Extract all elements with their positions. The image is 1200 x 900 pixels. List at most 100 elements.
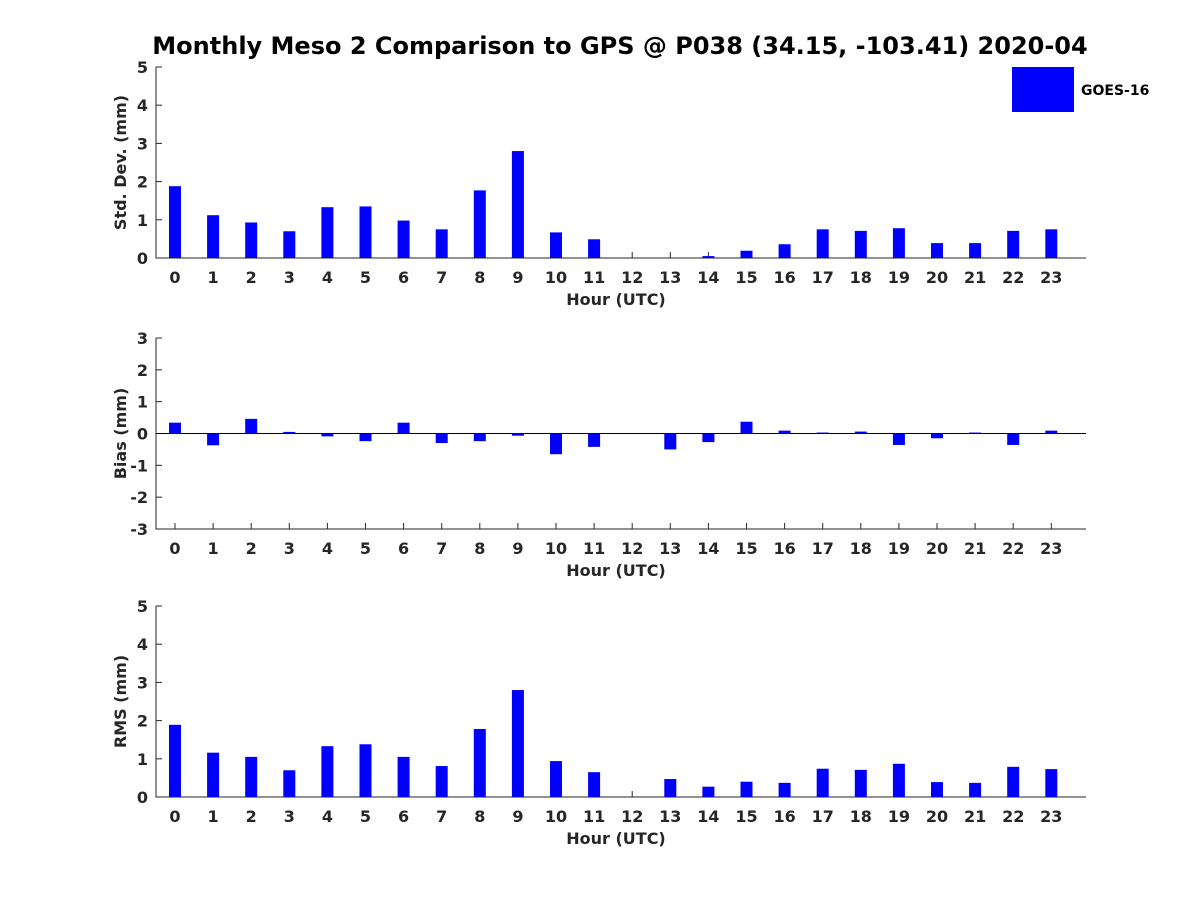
bar-hour-5 [359, 206, 372, 258]
chart-title: Monthly Meso 2 Comparison to GPS @ P038 … [152, 32, 1087, 60]
y-axis-label: Bias (mm) [111, 388, 130, 480]
bar-hour-5 [359, 433, 372, 442]
bar-hour-15 [740, 781, 753, 797]
x-tick-label: 22 [1002, 268, 1024, 287]
x-tick-label: 9 [512, 807, 523, 826]
axis-lines [155, 606, 1086, 798]
bar-hour-9 [511, 433, 524, 436]
y-tick-label: 2 [137, 361, 148, 380]
x-tick-label: 3 [284, 539, 295, 558]
bar-hour-2 [245, 418, 258, 434]
bar-hour-17 [816, 432, 829, 434]
x-tick-label: 8 [474, 268, 485, 287]
bar-hour-10 [550, 232, 562, 258]
bar-hour-17 [816, 768, 829, 797]
bar-hour-11 [588, 772, 601, 797]
bar-hour-16 [778, 782, 791, 797]
y-tick-label: 5 [137, 58, 148, 77]
x-tick-label: 11 [583, 268, 605, 287]
bar-hour-10 [550, 761, 562, 797]
y-axis-label: Std. Dev. (mm) [111, 95, 130, 230]
bar-hour-1 [207, 433, 220, 446]
bar-hour-7 [435, 766, 448, 797]
legend: GOES-16 [1012, 67, 1149, 112]
bar-hour-21 [969, 782, 982, 797]
bar-hour-0 [169, 422, 181, 434]
bar-hour-7 [435, 433, 448, 444]
x-tick-label: 4 [322, 268, 333, 287]
bar-hour-10 [550, 433, 562, 455]
bar-hour-3 [283, 431, 296, 434]
bar-hour-5 [359, 744, 372, 797]
y-tick-label: 3 [137, 329, 148, 348]
x-tick-label: 18 [850, 539, 872, 558]
x-tick-label: 5 [360, 807, 371, 826]
bar-hour-21 [969, 243, 982, 258]
x-tick-label: 21 [964, 268, 986, 287]
y-tick-label: 1 [137, 211, 148, 230]
y-tick-label: -2 [130, 488, 148, 507]
x-tick-label: 12 [621, 268, 643, 287]
x-tick-label: 15 [735, 268, 757, 287]
x-tick-label: 1 [208, 807, 219, 826]
x-tick-label: 11 [583, 807, 605, 826]
bar-hour-9 [511, 151, 524, 258]
bar-hour-20 [931, 782, 943, 797]
bar-hour-4 [321, 207, 334, 258]
x-tick-label: 3 [284, 807, 295, 826]
x-tick-label: 2 [246, 268, 257, 287]
bar-hour-2 [245, 756, 258, 797]
bar-hour-19 [892, 763, 905, 797]
y-tick-label: 5 [137, 597, 148, 616]
bar-hour-1 [207, 215, 220, 258]
bar-hour-15 [740, 421, 753, 434]
x-tick-label: 10 [545, 268, 567, 287]
x-tick-label: 8 [474, 539, 485, 558]
x-axis-label: Hour (UTC) [566, 561, 666, 580]
x-tick-label: 6 [398, 539, 409, 558]
y-tick-label: 4 [137, 635, 148, 654]
x-tick-label: 23 [1040, 539, 1062, 558]
bar-hour-6 [397, 422, 410, 434]
x-tick-label: 0 [169, 539, 180, 558]
x-tick-label: 1 [208, 268, 219, 287]
x-tick-label: 19 [888, 539, 910, 558]
x-tick-label: 0 [169, 807, 180, 826]
x-tick-label: 4 [322, 807, 333, 826]
x-tick-label: 16 [773, 807, 795, 826]
bar-hour-3 [283, 770, 296, 797]
bar-hour-7 [435, 229, 448, 258]
bar-hour-8 [473, 433, 486, 442]
bar-hour-21 [969, 432, 982, 434]
x-tick-label: 13 [659, 539, 681, 558]
x-tick-label: 0 [169, 268, 180, 287]
x-tick-label: 14 [697, 539, 719, 558]
x-tick-label: 12 [621, 539, 643, 558]
legend-label: GOES-16 [1081, 83, 1149, 99]
bar-hour-19 [892, 433, 905, 445]
bar-hour-1 [207, 752, 220, 797]
y-axis-label: RMS (mm) [111, 655, 130, 748]
bar-hour-22 [1007, 433, 1020, 445]
x-axis-label: Hour (UTC) [566, 829, 666, 848]
x-tick-label: 2 [246, 807, 257, 826]
x-tick-label: 13 [659, 268, 681, 287]
x-tick-label: 9 [512, 539, 523, 558]
x-tick-label: 15 [735, 539, 757, 558]
y-tick-label: 1 [137, 750, 148, 769]
x-tick-label: 3 [284, 268, 295, 287]
x-tick-label: 14 [697, 807, 719, 826]
bar-hour-23 [1045, 229, 1058, 258]
x-tick-label: 7 [436, 539, 447, 558]
x-tick-label: 22 [1002, 539, 1024, 558]
x-tick-label: 7 [436, 268, 447, 287]
x-tick-label: 23 [1040, 268, 1062, 287]
bar-hour-11 [588, 433, 601, 447]
x-tick-label: 9 [512, 268, 523, 287]
bar-hour-0 [169, 186, 181, 258]
